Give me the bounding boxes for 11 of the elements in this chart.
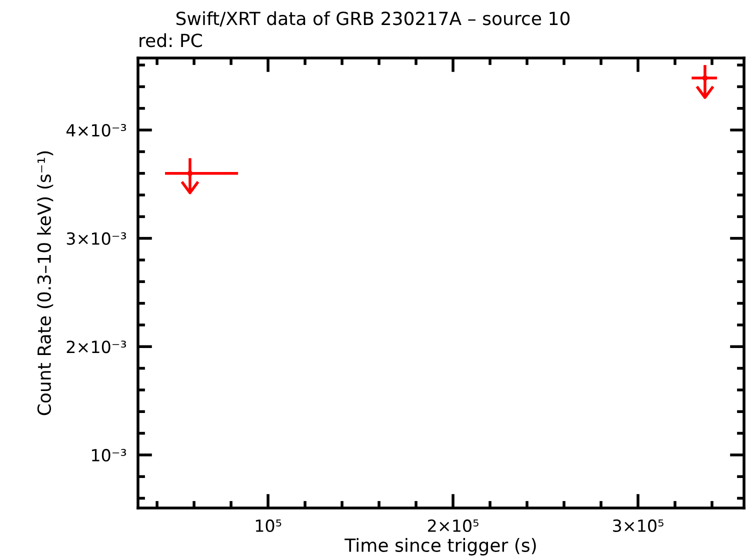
chart-title: Swift/XRT data of GRB 230217A – source 10 [176,11,570,27]
chart-subtitle: red: PC [140,33,202,48]
x-tick-label: 10⁵ [256,519,282,532]
y-tick-label: 4×10⁻³ [66,124,126,137]
x-axis-title: Time since trigger (s) [344,538,536,556]
x-tick-label: 3×10⁵ [613,519,664,532]
x-tick-label: 2×10⁵ [428,519,478,532]
y-axis-title: Count Rate (0.3–10 keV) (s⁻¹) [37,151,54,416]
y-tick-label: 2×10⁻³ [66,340,126,354]
y-tick-label: 3×10⁻³ [66,232,126,245]
y-tick-label: 10⁻³ [92,448,126,462]
